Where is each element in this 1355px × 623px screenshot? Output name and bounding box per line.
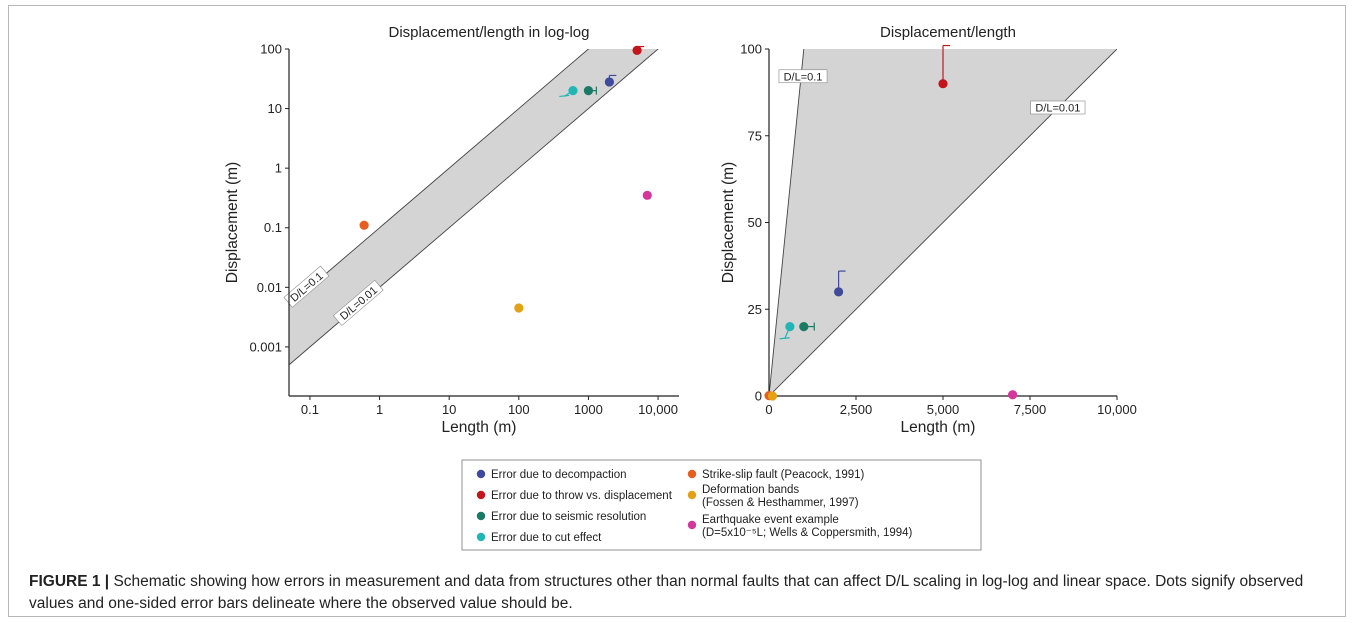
- data-point-deformation: [514, 303, 524, 313]
- y-axis-label: Displacement (m): [224, 162, 241, 283]
- label-ratio-0.01-text: D/L=0.01: [1035, 102, 1080, 114]
- legend-item-earthquake: Earthquake event example(D=5x10⁻⁵L; Well…: [687, 514, 913, 539]
- y-tick-label: 100: [740, 42, 762, 57]
- data-point-strikeslip: [359, 220, 369, 230]
- point-throw: [938, 44, 950, 89]
- legend-label-strikeslip: Strike-slip fault (Peacock, 1991): [702, 469, 865, 481]
- label-ratio-0.1-box: [778, 69, 828, 84]
- caption-text: Schematic showing how errors in measurem…: [29, 573, 1304, 612]
- legend-label-seismic: Error due to seismic resolution: [491, 511, 646, 523]
- legend-item-throw: Error due to throw vs. displacement: [476, 490, 673, 502]
- legend-label2-earthquake: (D=5x10⁻⁵L; Wells & Coppersmith, 1994): [702, 527, 913, 539]
- x-tick-label: 5,000: [927, 402, 960, 417]
- data-point-seismic: [583, 86, 594, 96]
- legend-item-seismic: Error due to seismic resolution: [476, 511, 646, 523]
- data-point-earthquake: [1008, 390, 1018, 400]
- caption-label: FIGURE 1 |: [29, 573, 110, 590]
- legend-marker-seismic: [476, 511, 486, 521]
- point-throw: [632, 45, 645, 55]
- legend: Error due to decompaction Error due to th…: [461, 459, 982, 551]
- point-decompaction: [834, 270, 846, 297]
- point-decompaction: [604, 74, 617, 87]
- label-ratio-0.01-box: [332, 279, 384, 326]
- linear-plot: D/L=0.1 D/L=0.01 0 2,500 5,000 7,500 10,000 0 25…: [720, 24, 1137, 436]
- legend-item-strikeslip: Strike-slip fault (Peacock, 1991): [687, 469, 865, 481]
- x-tick-label: 0.1: [301, 402, 319, 417]
- label-ratio-0.1: D/L=0.1: [778, 69, 828, 84]
- label-ratio-0.01: D/L=0.01: [1030, 100, 1086, 115]
- x-tick-label: 10,000: [638, 402, 678, 417]
- point-deformation: [514, 303, 524, 313]
- point-seismic: [799, 322, 815, 332]
- ratio-line: [769, 49, 805, 396]
- data-point-deformation: [767, 391, 778, 401]
- label-ratio-0.1-text: D/L=0.1: [784, 71, 823, 83]
- y-tick-label: 50: [748, 215, 762, 230]
- legend-label-earthquake: Earthquake event example: [702, 514, 839, 526]
- point-seismic: [583, 86, 597, 96]
- x-axis-label: Length (m): [901, 419, 976, 436]
- legend-label2-deformation: (Fossen & Hesthammer, 1997): [702, 497, 859, 509]
- x-tick-label: 0: [765, 402, 772, 417]
- label-ratio-0.1-box: [283, 265, 330, 308]
- legend-marker-cut: [476, 532, 486, 542]
- y-tick-label: 0.001: [249, 339, 282, 354]
- legend-box: [461, 459, 982, 551]
- legend-marker-throw: [476, 490, 486, 500]
- error-cap-cut: [779, 337, 790, 340]
- x-tick-label: 1: [376, 402, 383, 417]
- point-earthquake: [642, 190, 652, 200]
- figure-frame: D/L=0.1 D/L=0.01 0.1 1 10 100 1000 10,000 0.001 0…: [8, 5, 1346, 617]
- data-point-cut: [568, 86, 578, 96]
- legend-marker-strikeslip: [687, 469, 697, 479]
- y-tick-label: 0.1: [264, 220, 282, 235]
- x-axis-label: Length (m): [442, 419, 517, 436]
- point-strikeslip: [359, 220, 369, 230]
- loglog-plot: D/L=0.1 D/L=0.010.1 1 10 100 1000 10,0000.0010…: [224, 24, 679, 436]
- y-tick-label: 100: [260, 42, 282, 57]
- y-tick-label: 75: [748, 128, 762, 143]
- x-tick-label: 10: [442, 402, 456, 417]
- chart-title: Displacement/length: [880, 24, 1016, 41]
- x-tick-label: 100: [508, 402, 530, 417]
- data-point-throw: [938, 79, 948, 89]
- y-tick-label: 1: [275, 161, 282, 176]
- legend-item-cut: Error due to cut effect: [476, 532, 602, 544]
- point-deformation: [767, 391, 778, 401]
- legend-marker-earthquake: [687, 520, 697, 530]
- y-tick-label: 10: [268, 101, 282, 116]
- ratio-line: [289, 49, 590, 306]
- point-cut: [779, 322, 795, 340]
- data-point-decompaction: [604, 77, 614, 87]
- x-tick-label: 7,500: [1014, 402, 1047, 417]
- x-tick-label: 2,500: [840, 402, 873, 417]
- error-cap-cut: [559, 94, 570, 98]
- chart-title: Displacement/length in log-log: [389, 24, 590, 41]
- x-tick-label: 10,000: [1097, 402, 1137, 417]
- y-tick-label: 25: [748, 302, 762, 317]
- data-point-seismic: [799, 322, 809, 332]
- legend-marker-deformation: [687, 490, 697, 500]
- legend-label-cut: Error due to cut effect: [491, 532, 602, 544]
- legend-label-deformation: Deformation bands: [702, 484, 799, 496]
- y-axis-label: Displacement (m): [720, 162, 737, 283]
- x-tick-label: 1000: [574, 402, 603, 417]
- figure-canvas: D/L=0.1 D/L=0.010.1 1 10 100 1000 10,0000.0010…: [224, 24, 1137, 551]
- legend-item-deformation: Deformation bands(Fossen & Hesthammer, 1…: [687, 484, 859, 509]
- y-tick-label: 0.01: [257, 280, 282, 295]
- point-earthquake: [1008, 390, 1018, 400]
- figure-caption: FIGURE 1 | Schematic showing how errors …: [29, 571, 1339, 615]
- legend-item-decompaction: Error due to decompaction: [476, 469, 627, 481]
- data-point-cut: [785, 322, 795, 332]
- data-point-throw: [632, 45, 642, 55]
- legend-label-decompaction: Error due to decompaction: [491, 469, 627, 481]
- label-ratio-0.01-box: [1030, 100, 1086, 115]
- data-point-decompaction: [834, 287, 844, 297]
- legend-marker-decompaction: [476, 469, 486, 479]
- data-point-earthquake: [642, 190, 652, 200]
- legend-label-throw: Error due to throw vs. displacement: [491, 490, 673, 502]
- y-tick-label: 0: [755, 389, 762, 404]
- point-cut: [559, 86, 578, 98]
